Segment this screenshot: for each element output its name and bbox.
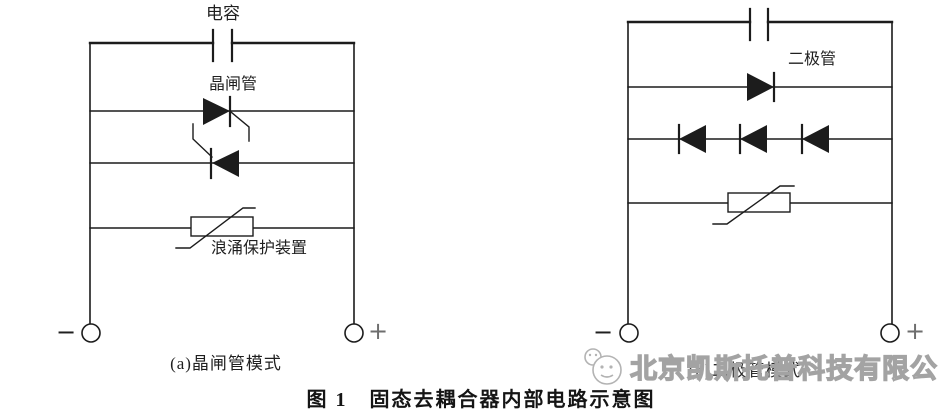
wechat-emoji-icon [584,348,622,385]
diode-symbol [747,71,776,103]
surge-protector-symbol [175,207,256,249]
diode-label: 二极管 [787,51,837,68]
capacitor-symbol [211,28,234,63]
left-positive-terminal-circle [344,323,364,343]
right-positive-sign: + [904,317,926,345]
series-diode-3-symbol [800,123,829,155]
mode-a-label: (a)晶闸管模式 [170,354,282,373]
right-circuit [619,7,900,343]
right-positive-terminal-circle [880,323,900,343]
right-negative-terminal-circle [619,323,639,343]
figure-caption: 图 1 固态去耦合器内部电路示意图 [306,389,656,411]
thyristor-1-symbol [203,95,250,142]
left-circuit [81,28,364,343]
watermark-company-text: 北京凯斯托普科技有限公司 [629,353,938,384]
left-positive-sign: + [367,317,389,345]
series-diode-2-symbol [738,123,767,155]
thyristor-2-symbol [192,123,239,180]
watermark: 北京凯斯托普科技有限公司 [580,345,938,387]
capacitor-label: 电容 [206,4,240,23]
varistor-symbol [712,185,795,225]
left-side-rails [89,42,355,325]
right-side-rails [627,21,893,325]
thyristor-label: 晶闸管 [208,76,258,93]
left-negative-sign: − [55,318,77,346]
surge-protector-label: 浪涌保护装置 [210,240,308,257]
left-negative-terminal-circle [81,323,101,343]
capacitor-symbol-right [748,7,770,42]
mode-b-label: (b)二极管模式 [688,361,802,380]
series-diode-1-symbol [677,123,706,155]
right-negative-sign: − [592,318,614,346]
